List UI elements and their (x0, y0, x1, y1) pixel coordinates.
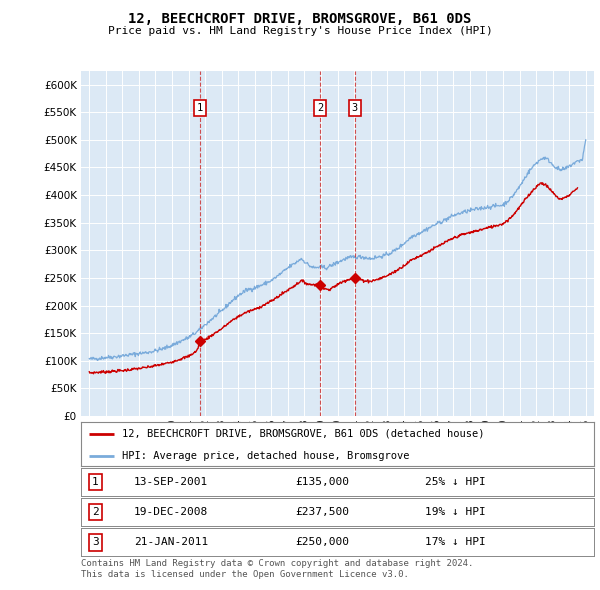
Text: Contains HM Land Registry data © Crown copyright and database right 2024.
This d: Contains HM Land Registry data © Crown c… (81, 559, 473, 579)
Text: 3: 3 (92, 537, 99, 547)
Text: 1: 1 (197, 103, 203, 113)
Text: 12, BEECHCROFT DRIVE, BROMSGROVE, B61 0DS: 12, BEECHCROFT DRIVE, BROMSGROVE, B61 0D… (128, 12, 472, 26)
Text: 12, BEECHCROFT DRIVE, BROMSGROVE, B61 0DS (detached house): 12, BEECHCROFT DRIVE, BROMSGROVE, B61 0D… (122, 429, 485, 439)
Text: £250,000: £250,000 (295, 537, 349, 547)
Text: 19% ↓ HPI: 19% ↓ HPI (425, 507, 486, 517)
Text: £135,000: £135,000 (295, 477, 349, 487)
Text: 25% ↓ HPI: 25% ↓ HPI (425, 477, 486, 487)
Text: 19-DEC-2008: 19-DEC-2008 (134, 507, 208, 517)
Text: 13-SEP-2001: 13-SEP-2001 (134, 477, 208, 487)
Text: HPI: Average price, detached house, Bromsgrove: HPI: Average price, detached house, Brom… (122, 451, 410, 461)
Text: 17% ↓ HPI: 17% ↓ HPI (425, 537, 486, 547)
Text: 2: 2 (92, 507, 99, 517)
Text: Price paid vs. HM Land Registry's House Price Index (HPI): Price paid vs. HM Land Registry's House … (107, 26, 493, 36)
Text: 21-JAN-2011: 21-JAN-2011 (134, 537, 208, 547)
Text: £237,500: £237,500 (295, 507, 349, 517)
Text: 3: 3 (352, 103, 358, 113)
Text: 2: 2 (317, 103, 323, 113)
Text: 1: 1 (92, 477, 99, 487)
